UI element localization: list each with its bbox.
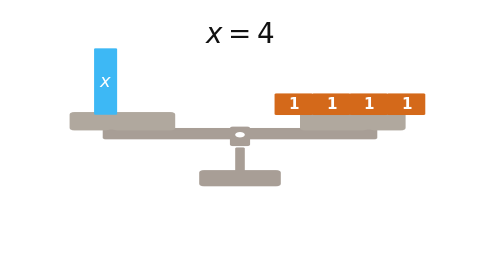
FancyBboxPatch shape [199, 170, 281, 186]
FancyBboxPatch shape [235, 147, 245, 175]
Text: 1: 1 [288, 97, 299, 112]
FancyBboxPatch shape [94, 48, 117, 115]
FancyBboxPatch shape [312, 93, 350, 115]
FancyBboxPatch shape [300, 112, 406, 130]
FancyBboxPatch shape [387, 93, 425, 115]
Text: 1: 1 [401, 97, 411, 112]
Text: 1: 1 [326, 97, 336, 112]
Text: $x = 4$: $x = 4$ [205, 21, 275, 49]
FancyBboxPatch shape [70, 112, 175, 130]
Ellipse shape [105, 130, 118, 138]
Text: 1: 1 [363, 97, 374, 112]
FancyBboxPatch shape [275, 93, 313, 115]
Text: $x$: $x$ [99, 73, 112, 90]
FancyBboxPatch shape [103, 128, 377, 139]
Ellipse shape [229, 129, 251, 141]
FancyBboxPatch shape [349, 93, 388, 115]
Ellipse shape [362, 130, 375, 138]
Ellipse shape [235, 132, 245, 137]
FancyBboxPatch shape [230, 127, 250, 146]
